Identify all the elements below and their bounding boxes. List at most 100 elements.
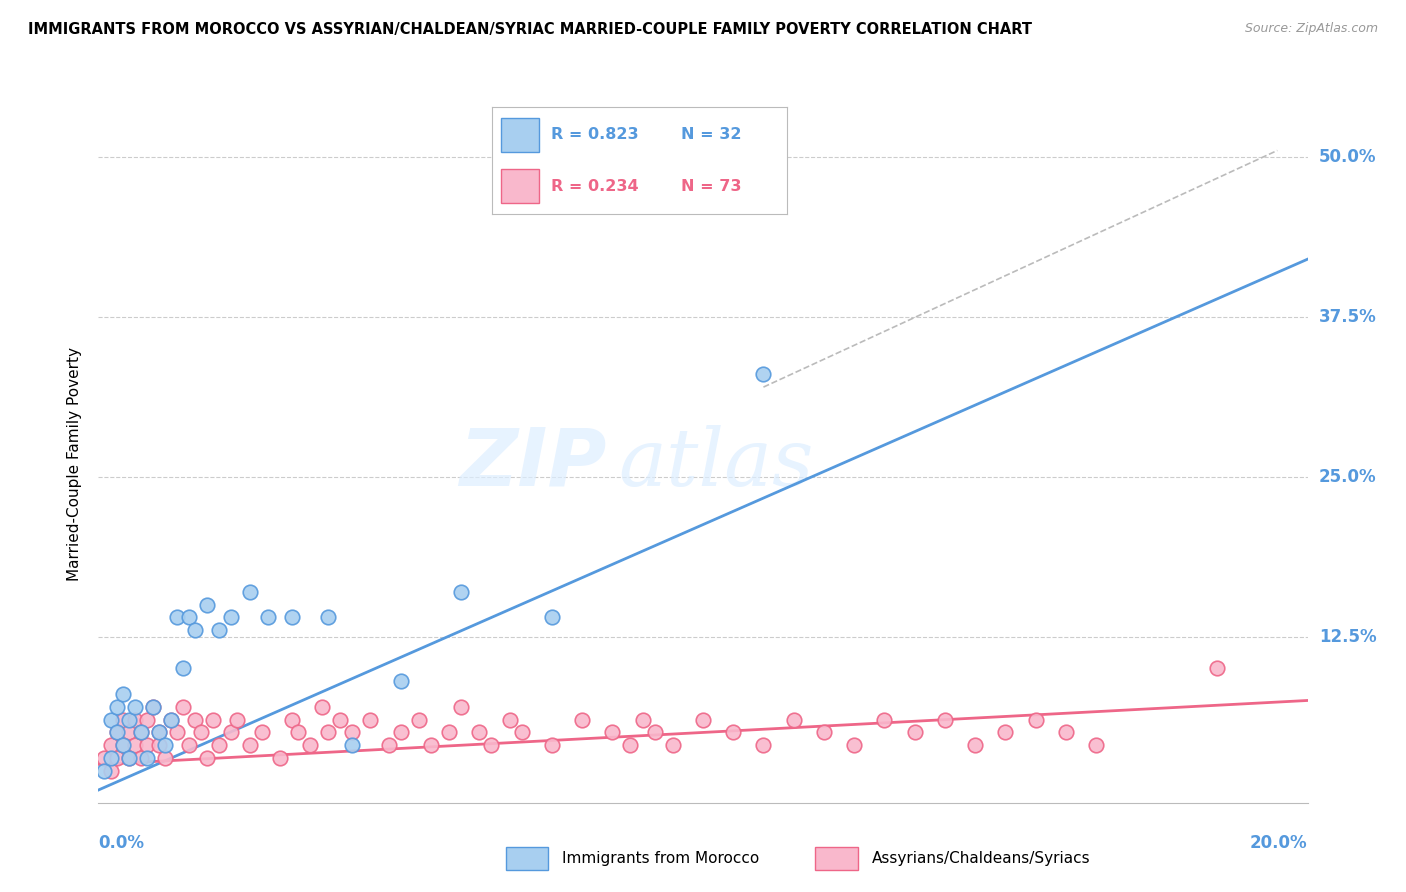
Point (904, 725, 927, 739)
Point (177, 610, 201, 624)
Point (111, 713, 134, 727)
Point (450, 584, 472, 599)
Point (782, 713, 804, 727)
Point (135, 751, 157, 765)
Point (105, 751, 128, 765)
Point (118, 725, 141, 739)
Point (160, 713, 183, 727)
Bar (501, 169, 540, 203)
Point (360, 713, 382, 727)
Point (316, 725, 339, 739)
Text: Immigrants from Morocco: Immigrants from Morocco (562, 852, 759, 866)
Point (631, 713, 654, 727)
Point (195, 598, 218, 612)
Text: 20.0%: 20.0% (1250, 834, 1308, 852)
Point (148, 725, 170, 739)
Point (540, 610, 562, 624)
Text: ZIP: ZIP (458, 425, 606, 503)
Point (281, 610, 304, 624)
Point (190, 725, 212, 739)
Point (342, 725, 364, 739)
Point (329, 713, 352, 727)
Point (208, 623, 231, 637)
Point (1054, 725, 1077, 739)
Point (100, 738, 122, 752)
Point (177, 738, 201, 752)
Point (93, 764, 115, 778)
Point (166, 725, 188, 739)
Point (135, 713, 157, 727)
Text: 37.5%: 37.5% (1319, 308, 1376, 326)
Text: 25.0%: 25.0% (1319, 467, 1376, 485)
Text: R = 0.234: R = 0.234 (551, 178, 638, 194)
Point (221, 610, 243, 624)
Point (100, 764, 122, 778)
Point (481, 738, 503, 752)
Point (873, 713, 896, 727)
Y-axis label: Married-Couple Family Poverty: Married-Couple Family Poverty (67, 347, 83, 581)
Point (226, 713, 249, 727)
Point (172, 699, 194, 714)
Point (450, 699, 472, 714)
Point (142, 699, 165, 714)
Point (166, 610, 188, 624)
Point (419, 738, 441, 752)
Point (498, 713, 520, 727)
Point (540, 738, 562, 752)
Point (208, 738, 231, 752)
Point (118, 713, 141, 727)
Text: 12.5%: 12.5% (1319, 627, 1376, 646)
Bar (501, 118, 540, 152)
Point (172, 661, 194, 675)
Point (195, 751, 218, 765)
Text: N = 32: N = 32 (681, 128, 741, 143)
Point (721, 725, 744, 739)
Point (342, 738, 364, 752)
Point (239, 738, 262, 752)
Point (148, 725, 170, 739)
Point (1024, 713, 1046, 727)
Point (377, 738, 399, 752)
Point (389, 674, 412, 689)
Point (142, 699, 165, 714)
Point (994, 725, 1017, 739)
Point (239, 584, 262, 599)
Point (135, 738, 157, 752)
Point (602, 725, 624, 739)
Point (124, 713, 146, 727)
Point (510, 725, 533, 739)
Text: 0.0%: 0.0% (98, 834, 145, 852)
Text: IMMIGRANTS FROM MOROCCO VS ASSYRIAN/CHALDEAN/SYRIAC MARRIED-COUPLE FAMILY POVERT: IMMIGRANTS FROM MOROCCO VS ASSYRIAN/CHAL… (28, 22, 1032, 37)
Text: atlas: atlas (619, 425, 814, 502)
Point (281, 713, 304, 727)
Point (844, 738, 866, 752)
Point (1206, 661, 1229, 675)
Point (752, 738, 775, 752)
Point (100, 713, 122, 727)
Point (111, 738, 134, 752)
Point (184, 623, 207, 637)
Point (105, 725, 128, 739)
Point (468, 725, 491, 739)
Text: R = 0.823: R = 0.823 (551, 128, 638, 143)
Point (250, 725, 273, 739)
Point (160, 713, 183, 727)
Point (148, 738, 170, 752)
Point (118, 751, 141, 765)
Point (153, 751, 176, 765)
Point (644, 725, 666, 739)
Point (311, 699, 333, 714)
Point (752, 368, 775, 382)
Point (269, 751, 291, 765)
Point (111, 738, 134, 752)
Point (287, 725, 309, 739)
Point (202, 713, 225, 727)
Point (221, 725, 243, 739)
Text: Assyrians/Chaldeans/Syriacs: Assyrians/Chaldeans/Syriacs (872, 852, 1090, 866)
Point (1085, 738, 1108, 752)
Point (93, 751, 115, 765)
Point (153, 738, 176, 752)
Point (661, 738, 683, 752)
Point (965, 738, 987, 752)
Point (100, 751, 122, 765)
